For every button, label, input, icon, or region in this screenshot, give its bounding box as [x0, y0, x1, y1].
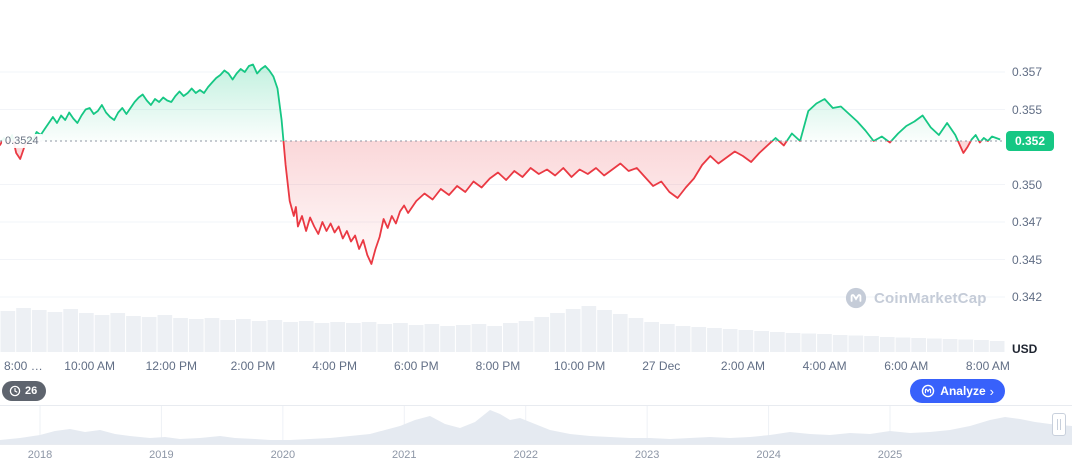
price-line-up — [1, 63, 1001, 141]
year-label: 2020 — [270, 449, 296, 461]
year-label: 2019 — [149, 449, 174, 461]
baseline-price-label: 0.3524 — [2, 134, 42, 148]
x-axis-label: 6:00 AM — [884, 359, 929, 373]
x-axis-label: 10:00 AM — [64, 359, 116, 373]
timeline-navigator[interactable] — [0, 405, 1072, 445]
x-axis-label: 8:00 AM — [965, 359, 1010, 373]
history-clock-icon — [9, 385, 21, 397]
analyze-button[interactable]: Analyze › — [910, 379, 1005, 403]
chevron-right-icon: › — [989, 383, 994, 399]
currency-unit-label: USD — [1012, 342, 1038, 356]
area-below-baseline — [0, 141, 1001, 264]
watermark-text: CoinMarketCap — [874, 289, 987, 307]
history-area — [0, 410, 1072, 444]
y-axis-label: 0.357 — [1012, 65, 1043, 79]
current-price-badge: 0.352 — [1006, 131, 1054, 151]
x-axis-label: 4:00 AM — [802, 359, 847, 373]
year-label: 2025 — [877, 449, 903, 461]
x-axis-label: 8:00 … — [4, 359, 43, 373]
year-label: 2023 — [634, 449, 660, 461]
year-label: 2018 — [27, 449, 53, 461]
x-axis-label: 10:00 PM — [553, 359, 606, 373]
x-axis-label: 2:00 AM — [720, 359, 765, 373]
year-label: 2022 — [513, 449, 538, 461]
x-axis-label: 8:00 PM — [475, 359, 521, 373]
year-axis: 2018 2019 2020 2021 2022 2023 2024 2025 — [0, 449, 1072, 463]
y-axis-label: 0.342 — [1012, 290, 1043, 304]
x-axis-label: 12:00 PM — [145, 359, 197, 373]
x-axis-label: 4:00 PM — [312, 359, 357, 373]
navigator-chart-canvas[interactable] — [0, 406, 1072, 444]
x-axis-label: 27 Dec — [642, 359, 681, 373]
y-axis-label: 0.347 — [1012, 215, 1043, 229]
area-above-baseline — [0, 64, 1001, 141]
x-axis-label: 6:00 PM — [393, 359, 439, 373]
x-axis-label: 2:00 PM — [230, 359, 276, 373]
price-chart-canvas[interactable] — [0, 0, 1072, 355]
y-axis-label: 0.345 — [1012, 252, 1043, 267]
year-label: 2021 — [392, 449, 417, 461]
year-label: 2024 — [756, 449, 781, 461]
navigator-right-handle[interactable] — [1052, 413, 1066, 436]
volume-bars — [0, 306, 1005, 352]
x-axis: 8:00 … 10:00 AM 12:00 PM 2:00 PM 4:00 PM 6:00… — [0, 359, 1072, 375]
analyze-label: Analyze — [940, 384, 986, 398]
y-axis-label: 0.350 — [1012, 177, 1043, 192]
replay-count: 26 — [25, 385, 38, 397]
y-axis-label: 0.355 — [1012, 102, 1043, 117]
coinmarketcap-logo-icon — [845, 287, 867, 309]
watermark: CoinMarketCap — [845, 287, 987, 309]
bar-replay-pill[interactable]: 26 — [2, 381, 47, 401]
coinmarketcap-logo-icon — [922, 384, 935, 398]
